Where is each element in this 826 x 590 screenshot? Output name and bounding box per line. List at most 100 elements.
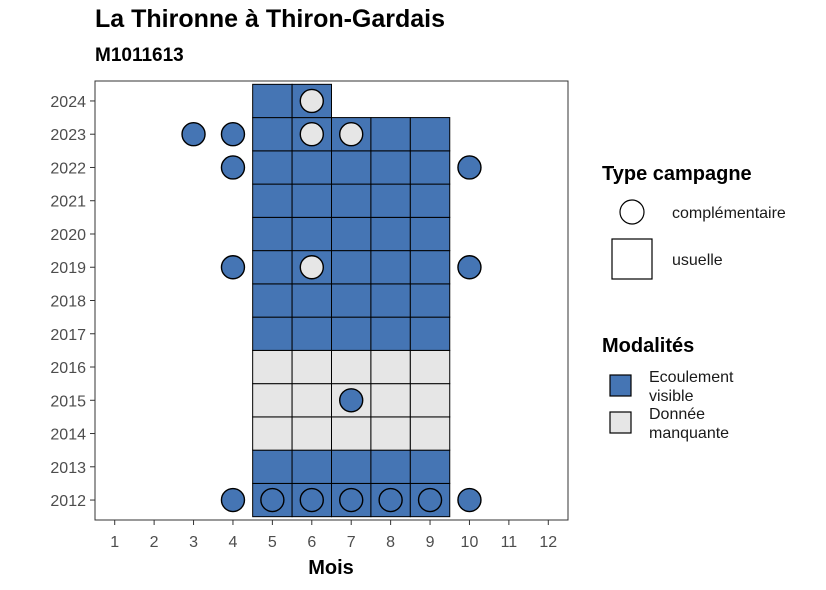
tile-2015-5 bbox=[252, 383, 293, 418]
tile-2020-7 bbox=[331, 216, 372, 252]
x-tick-label-9: 9 bbox=[426, 534, 435, 551]
tile-2016-7 bbox=[331, 349, 372, 385]
axes-layer: 1 2 3 4 5 6 7 8 9 10 11 122012201320142015201620172… bbox=[50, 94, 557, 551]
point-2023-7 bbox=[339, 122, 364, 147]
tile-2022-9 bbox=[409, 150, 451, 185]
point-2012-7 bbox=[339, 487, 364, 513]
legend-type-campagne: Type campagne complémentaire usuelle bbox=[602, 163, 786, 280]
tile-2022-7 bbox=[331, 150, 372, 185]
tile-2017-9 bbox=[409, 316, 451, 351]
legend-shape-title: Type campagne bbox=[602, 163, 752, 185]
y-tick-label-2014: 2014 bbox=[50, 427, 86, 444]
tile-2024-5 bbox=[252, 83, 293, 119]
tile-2021-7 bbox=[331, 183, 372, 218]
x-tick-label-10: 10 bbox=[461, 534, 479, 551]
chart-subtitle: M1011613 bbox=[95, 45, 184, 66]
x-tick-label-8: 8 bbox=[386, 534, 395, 551]
y-tick-label-2016: 2016 bbox=[50, 360, 86, 377]
y-tick-label-2015: 2015 bbox=[50, 393, 86, 410]
y-tick-label-2013: 2013 bbox=[50, 460, 86, 477]
tiles-layer bbox=[252, 83, 451, 518]
y-tick-label-2018: 2018 bbox=[50, 294, 86, 311]
tile-2020-8 bbox=[370, 216, 411, 252]
point-2023-3 bbox=[181, 122, 206, 147]
x-tick-label-1: 1 bbox=[110, 534, 119, 551]
tile-2016-9 bbox=[409, 349, 451, 385]
point-2023-6 bbox=[299, 122, 324, 147]
legend-label-ecoulement-line1: Ecoulement bbox=[649, 369, 734, 386]
tile-2017-6 bbox=[291, 316, 333, 351]
tile-2020-5 bbox=[252, 216, 293, 252]
tile-2014-5 bbox=[252, 416, 293, 451]
legend-label-donnee-line2: manquante bbox=[649, 425, 729, 442]
tile-2016-8 bbox=[370, 349, 411, 385]
tile-2018-7 bbox=[331, 283, 372, 318]
legend-key-ecoulement bbox=[609, 374, 632, 397]
tile-2013-9 bbox=[409, 449, 451, 484]
tile-2017-5 bbox=[252, 316, 293, 351]
y-tick-label-2022: 2022 bbox=[50, 160, 86, 177]
point-2012-9 bbox=[417, 487, 443, 513]
tile-2014-9 bbox=[409, 416, 451, 451]
x-tick-label-4: 4 bbox=[229, 534, 238, 551]
point-2012-8 bbox=[378, 487, 403, 513]
tile-2017-7 bbox=[331, 316, 372, 351]
legend-fill-title: Modalités bbox=[602, 335, 694, 357]
legend-label-donnee-line1: Donnée bbox=[649, 406, 705, 423]
chart-title: La Thironne à Thiron-Gardais bbox=[95, 5, 446, 33]
x-tick-label-6: 6 bbox=[307, 534, 316, 551]
tile-2019-9 bbox=[409, 250, 451, 285]
point-2023-4 bbox=[220, 122, 246, 147]
x-tick-label-3: 3 bbox=[189, 534, 198, 551]
point-2012-10 bbox=[457, 487, 482, 513]
point-2019-10 bbox=[457, 255, 482, 280]
tile-2020-6 bbox=[291, 216, 333, 252]
point-2015-7 bbox=[339, 388, 364, 413]
tile-2019-7 bbox=[331, 250, 372, 285]
point-2012-5 bbox=[260, 487, 285, 513]
tile-2013-8 bbox=[370, 449, 411, 484]
tile-2022-6 bbox=[291, 150, 333, 185]
tile-2013-6 bbox=[291, 449, 333, 484]
tile-2022-5 bbox=[252, 150, 293, 185]
tile-2018-5 bbox=[252, 283, 293, 318]
x-tick-label-11: 11 bbox=[501, 534, 518, 551]
tile-2018-6 bbox=[291, 283, 333, 318]
tile-2021-5 bbox=[252, 183, 293, 218]
tile-2013-7 bbox=[331, 449, 372, 484]
legend-key-donnee-manquante bbox=[609, 411, 632, 434]
tile-2018-8 bbox=[370, 283, 411, 318]
x-tick-label-2: 2 bbox=[150, 534, 159, 551]
y-tick-label-2012: 2012 bbox=[50, 493, 86, 510]
tile-2019-5 bbox=[252, 250, 293, 285]
legend-modalites: Modalités Ecoulement visible Donnée manq… bbox=[602, 335, 734, 442]
point-2019-6 bbox=[299, 255, 324, 280]
tile-2019-8 bbox=[370, 250, 411, 285]
y-tick-label-2019: 2019 bbox=[50, 260, 86, 277]
tile-2018-9 bbox=[409, 283, 451, 318]
legend-square-key bbox=[611, 238, 653, 280]
tile-2023-8 bbox=[370, 117, 411, 152]
tile-2015-6 bbox=[291, 383, 333, 418]
tile-2016-5 bbox=[252, 349, 293, 385]
y-tick-label-2017: 2017 bbox=[50, 327, 86, 344]
legend-shape-label-usuelle: usuelle bbox=[672, 252, 723, 269]
legend-circle-key bbox=[619, 199, 645, 225]
point-2012-6 bbox=[299, 487, 324, 513]
tile-2014-8 bbox=[370, 416, 411, 451]
y-tick-label-2021: 2021 bbox=[50, 194, 86, 211]
tile-2021-9 bbox=[409, 183, 451, 218]
tile-2022-8 bbox=[370, 150, 411, 185]
point-2022-4 bbox=[220, 155, 246, 180]
y-tick-label-2023: 2023 bbox=[50, 127, 86, 144]
points-layer bbox=[181, 88, 482, 513]
tile-2021-8 bbox=[370, 183, 411, 218]
y-tick-label-2024: 2024 bbox=[50, 94, 86, 111]
tile-2014-7 bbox=[331, 416, 372, 451]
tile-2023-9 bbox=[409, 117, 451, 152]
x-tick-label-5: 5 bbox=[268, 534, 277, 551]
tile-2020-9 bbox=[409, 216, 451, 252]
point-2024-6 bbox=[299, 88, 324, 114]
tile-2021-6 bbox=[291, 183, 333, 218]
